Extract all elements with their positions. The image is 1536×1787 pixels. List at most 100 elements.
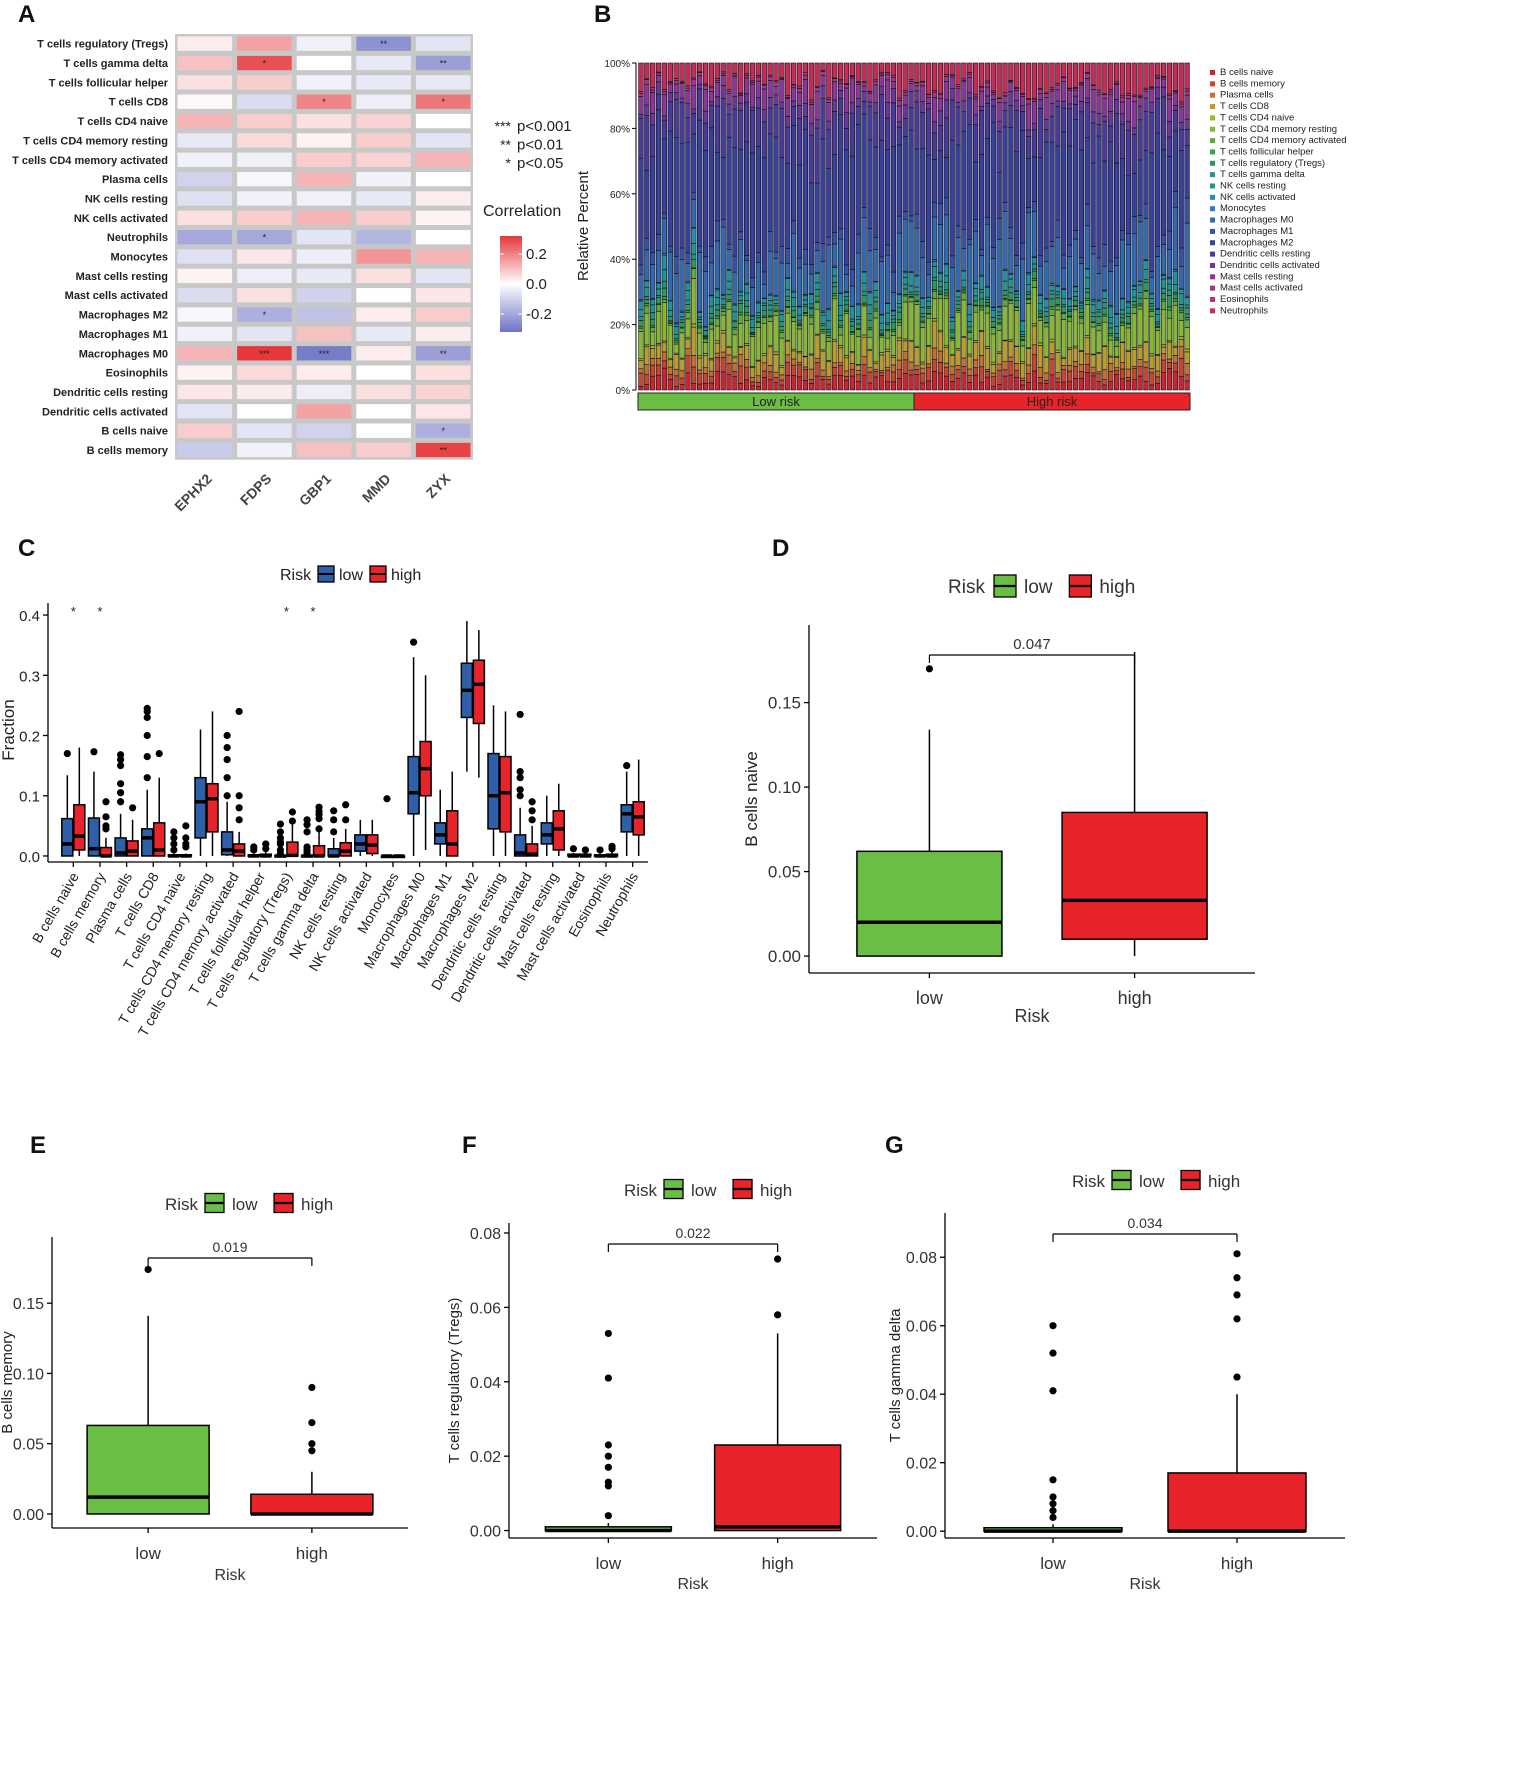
heatmap-star: *** [259,349,270,359]
stacked-bar-segment [1002,369,1008,377]
stacked-bar-segment [873,310,879,319]
stacked-bar-segment [673,137,679,257]
stacked-bar-segment [1172,62,1178,92]
stacked-bar-segment [1172,355,1178,364]
stacked-bar-segment [1160,62,1167,77]
stacked-bar-segment [931,201,938,218]
stacked-bar-segment [738,291,744,297]
stacked-bar-segment [1031,270,1038,279]
stacked-bar-segment [1178,121,1184,130]
stacked-bar-segment [920,313,926,318]
stacked-bar-segment [720,311,726,316]
stacked-bar-segment [673,62,679,79]
stacked-bar-segment [996,238,1002,307]
stacked-bar-segment [1084,97,1090,103]
stacked-bar-segment [902,301,908,340]
stacked-bar-segment [843,355,850,359]
heatmap-cell [356,249,411,264]
stacked-bar-segment [902,295,908,303]
stacked-bar-segment [720,75,726,86]
stacked-bar-segment [785,289,791,297]
b-legend-swatch [1210,285,1215,291]
stacked-bar-segment [1125,62,1131,94]
stacked-bar-segment [943,298,949,347]
stacked-bar-segment [1037,62,1043,89]
stacked-bar-segment [732,76,738,97]
b-y-tick-label: 0% [616,386,631,397]
c-low-outlier [116,751,125,759]
heatmap-star: *** [319,349,330,359]
stacked-bar-segment [1102,315,1108,323]
stacked-bar-segment [843,296,850,301]
stacked-bar-segment [1037,313,1043,317]
stacked-bar-segment [1160,96,1167,151]
stacked-bar-segment [655,62,662,73]
stacked-bar-segment [832,367,838,376]
stacked-bar-segment [744,62,750,75]
c-high-outlier [288,817,297,825]
stacked-bar-segment [667,83,673,93]
stacked-bar-segment [691,323,697,328]
stacked-bar-segment [767,309,773,317]
stacked-bar-segment [843,84,850,89]
stacked-bar-segment [896,121,902,128]
stacked-bar-segment [861,305,867,336]
stacked-bar-segment [896,306,902,313]
stacked-bar-segment [667,359,673,368]
stacked-bar-segment [755,311,762,316]
stacked-bar-segment [973,124,979,163]
panel-d-x-axis-label: Risk [1015,1006,1051,1026]
stacked-bar-segment [779,101,785,109]
stacked-bar-segment [767,379,773,391]
stacked-bar-segment [714,315,720,319]
stacked-bar-segment [1014,100,1020,111]
stacked-bar-segment [926,300,932,307]
stacked-bar-segment [814,242,820,251]
stacked-bar-segment [978,309,985,331]
stacked-bar-segment [679,332,685,359]
stacked-bar-segment [744,292,750,302]
stacked-bar-segment [1096,124,1102,137]
stacked-bar-segment [861,363,867,376]
stacked-bar-segment [1125,233,1131,245]
stacked-bar-segment [755,315,762,319]
heatmap-cell [177,94,233,109]
stacked-bar-segment [738,311,744,316]
b-legend-swatch [1210,70,1215,75]
stacked-bar-segment [1025,207,1032,214]
stacked-bar-segment [961,366,967,374]
stacked-bar-segment [779,374,785,381]
stacked-bar-segment [879,86,885,95]
stacked-bar-segment [949,381,955,391]
stacked-bar-segment [1119,239,1126,299]
panel-g-x-tick-label: low [1040,1554,1066,1573]
heatmap-cell [356,36,411,51]
stacked-bar-segment [978,306,985,311]
stacked-bar-segment [955,86,961,89]
group-label-low: Low risk [752,394,800,409]
stacked-bar-segment [655,288,662,296]
heatmap-cell [237,423,292,438]
stacked-bar-segment [967,97,973,125]
stacked-bar-segment [744,284,750,294]
stacked-bar-segment [785,295,791,301]
stacked-bar-segment [826,331,832,336]
stacked-bar-segment [908,297,914,303]
stacked-bar-segment [814,308,820,335]
stacked-bar-segment [990,372,996,377]
stacked-bar-segment [1078,263,1084,303]
stacked-bar-segment [1037,107,1043,158]
panel-g-low-outlier [1049,1507,1057,1515]
stacked-bar-segment [996,318,1002,324]
stacked-bar-segment [773,377,779,383]
stacked-bar-segment [826,236,832,246]
stacked-bar-segment [679,62,685,82]
stacked-bar-segment [1102,94,1108,99]
stacked-bar-segment [655,109,662,235]
panel-g-boxplot: 0.000.020.040.060.08T cells gamma deltal… [887,1169,1345,1593]
panel-e-high-outlier [308,1440,316,1448]
heatmap-col-label: EPHX2 [171,470,215,514]
stacked-bar-segment [1155,323,1161,328]
stacked-bar-segment [814,119,820,129]
panel-d-low-box [856,850,1003,957]
